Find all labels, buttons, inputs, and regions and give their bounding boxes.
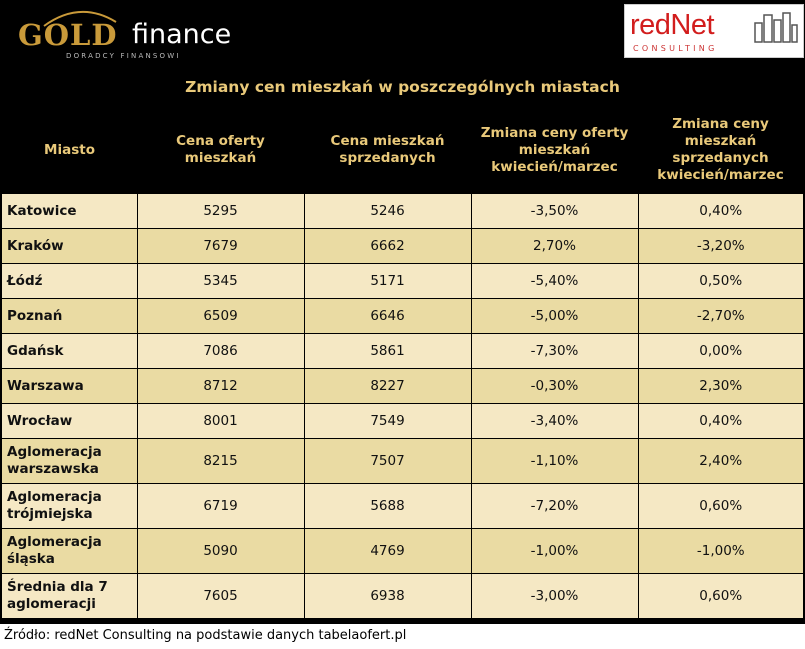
goldfinance-logo: GOLD finance DORADCY FINANSOWI bbox=[14, 6, 244, 66]
sold-change-cell: -2,70% bbox=[638, 298, 803, 334]
header-offer-change: Zmiana ceny oferty mieszkań kwiecień/mar… bbox=[471, 106, 638, 194]
table-row: Poznań 6509 6646 -5,00% -2,70% bbox=[2, 298, 803, 334]
offer-price-cell: 6719 bbox=[137, 483, 305, 529]
offer-price-cell: 7086 bbox=[137, 333, 305, 369]
offer-price-cell: 8215 bbox=[137, 438, 305, 484]
table-row: Kraków 7679 6662 2,70% -3,20% bbox=[2, 228, 803, 264]
sold-change-cell: -3,20% bbox=[638, 228, 803, 264]
sold-change-cell: 0,60% bbox=[638, 483, 803, 529]
table-row: Średnia dla 7 aglomeracji 7605 6938 -3,0… bbox=[2, 573, 803, 619]
sold-change-cell: 2,40% bbox=[638, 438, 803, 484]
table-row: Aglomeracja trójmiejska 6719 5688 -7,20%… bbox=[2, 483, 803, 529]
header-sold-change: Zmiana ceny mieszkań sprzedanych kwiecie… bbox=[638, 106, 803, 194]
sold-price-cell: 6646 bbox=[304, 298, 472, 334]
offer-price-cell: 5295 bbox=[137, 194, 305, 229]
sold-change-cell: 0,50% bbox=[638, 263, 803, 299]
logo-consulting-text: CONSULTING bbox=[633, 44, 718, 53]
offer-change-cell: 2,70% bbox=[471, 228, 639, 264]
offer-price-cell: 7679 bbox=[137, 228, 305, 264]
city-cell: Poznań bbox=[2, 298, 138, 334]
sold-change-cell: 0,40% bbox=[638, 194, 803, 229]
sold-price-cell: 8227 bbox=[304, 368, 472, 404]
header-city: Miasto bbox=[2, 106, 137, 194]
offer-change-cell: -5,00% bbox=[471, 298, 639, 334]
city-cell: Kraków bbox=[2, 228, 138, 264]
city-cell: Aglomeracja śląska bbox=[2, 528, 138, 574]
offer-change-cell: -3,00% bbox=[471, 573, 639, 619]
offer-change-cell: -7,20% bbox=[471, 483, 639, 529]
city-cell: Katowice bbox=[2, 194, 138, 229]
sold-change-cell: 0,40% bbox=[638, 403, 803, 439]
offer-change-cell: -1,10% bbox=[471, 438, 639, 484]
logo-subtitle: DORADCY FINANSOWI bbox=[66, 52, 181, 60]
header-row: Miasto Cena oferty mieszkań Cena mieszka… bbox=[2, 106, 803, 194]
table-row: Katowice 5295 5246 -3,50% 0,40% bbox=[2, 194, 803, 229]
logo-finance-text: finance bbox=[132, 19, 232, 50]
offer-change-cell: -0,30% bbox=[471, 368, 639, 404]
skyline-icon bbox=[754, 12, 798, 43]
table-row: Wrocław 8001 7549 -3,40% 0,40% bbox=[2, 403, 803, 439]
sold-price-cell: 7549 bbox=[304, 403, 472, 439]
offer-price-cell: 6509 bbox=[137, 298, 305, 334]
offer-price-cell: 5345 bbox=[137, 263, 305, 299]
city-cell: Aglomeracja warszawska bbox=[2, 438, 138, 484]
logo-arc-icon bbox=[43, 11, 117, 27]
city-cell: Gdańsk bbox=[2, 333, 138, 369]
table-row: Gdańsk 7086 5861 -7,30% 0,00% bbox=[2, 333, 803, 369]
offer-price-cell: 5090 bbox=[137, 528, 305, 574]
logo-gold-text: GOLD bbox=[18, 18, 118, 52]
table-row: Warszawa 8712 8227 -0,30% 2,30% bbox=[2, 368, 803, 404]
offer-change-cell: -1,00% bbox=[471, 528, 639, 574]
header-sold-price: Cena mieszkań sprzedanych bbox=[304, 106, 471, 194]
sold-price-cell: 5861 bbox=[304, 333, 472, 369]
rednet-logo: redNet CONSULTING bbox=[624, 4, 804, 58]
offer-price-cell: 8001 bbox=[137, 403, 305, 439]
sold-price-cell: 6938 bbox=[304, 573, 472, 619]
sold-change-cell: 0,00% bbox=[638, 333, 803, 369]
price-table: Miasto Cena oferty mieszkań Cena mieszka… bbox=[2, 106, 803, 619]
sold-price-cell: 4769 bbox=[304, 528, 472, 574]
offer-change-cell: -7,30% bbox=[471, 333, 639, 369]
sold-price-cell: 6662 bbox=[304, 228, 472, 264]
table-row: Aglomeracja warszawska 8215 7507 -1,10% … bbox=[2, 438, 803, 484]
source-note: Źródło: redNet Consulting na podstawie d… bbox=[4, 628, 407, 643]
header-offer-price: Cena oferty mieszkań bbox=[137, 106, 304, 194]
offer-change-cell: -5,40% bbox=[471, 263, 639, 299]
offer-price-cell: 7605 bbox=[137, 573, 305, 619]
table-row: Aglomeracja śląska 5090 4769 -1,00% -1,0… bbox=[2, 528, 803, 574]
sold-price-cell: 5246 bbox=[304, 194, 472, 229]
logo-rednet-text: redNet bbox=[630, 9, 715, 41]
city-cell: Warszawa bbox=[2, 368, 138, 404]
sold-change-cell: -1,00% bbox=[638, 528, 803, 574]
sold-change-cell: 0,60% bbox=[638, 573, 803, 619]
city-cell: Łódź bbox=[2, 263, 138, 299]
table-frame: GOLD finance DORADCY FINANSOWI redNet CO… bbox=[0, 0, 805, 624]
sold-price-cell: 7507 bbox=[304, 438, 472, 484]
table-row: Łódź 5345 5171 -5,40% 0,50% bbox=[2, 263, 803, 299]
sold-price-cell: 5171 bbox=[304, 263, 472, 299]
offer-price-cell: 8712 bbox=[137, 368, 305, 404]
offer-change-cell: -3,40% bbox=[471, 403, 639, 439]
city-cell: Wrocław bbox=[2, 403, 138, 439]
city-cell: Aglomeracja trójmiejska bbox=[2, 483, 138, 529]
sold-change-cell: 2,30% bbox=[638, 368, 803, 404]
table-title: Zmiany cen mieszkań w poszczególnych mia… bbox=[185, 78, 620, 96]
city-cell: Średnia dla 7 aglomeracji bbox=[2, 573, 138, 619]
sold-price-cell: 5688 bbox=[304, 483, 472, 529]
offer-change-cell: -3,50% bbox=[471, 194, 639, 229]
